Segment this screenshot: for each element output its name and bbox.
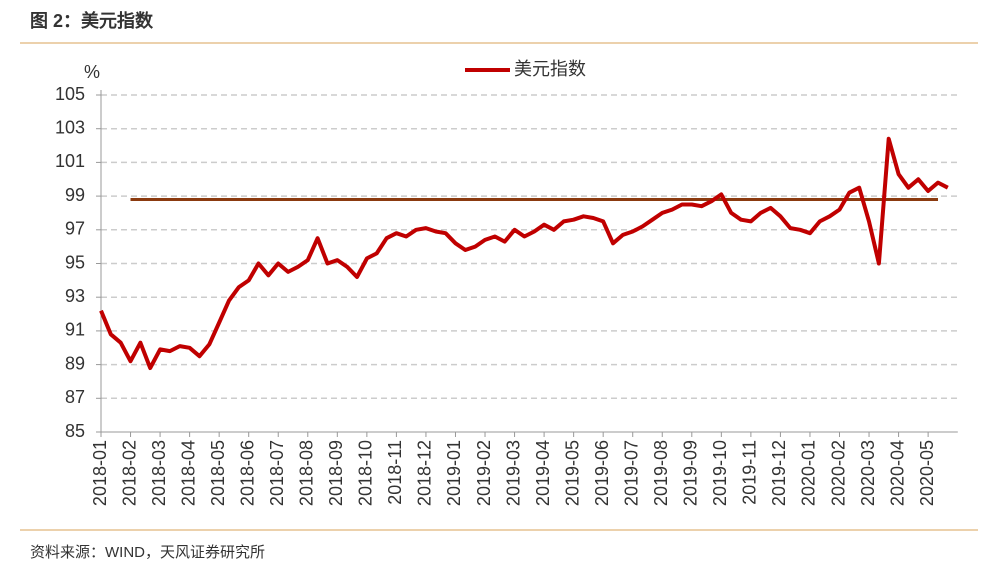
x-tick-label: 2020-03 [858, 440, 878, 506]
x-tick-label: 2018-06 [237, 440, 257, 506]
x-tick-label: 2020-04 [887, 440, 907, 506]
y-tick-label: 95 [65, 252, 85, 272]
x-tick-label: 2018-12 [415, 440, 435, 506]
x-tick-label: 2019-11 [740, 440, 760, 505]
x-tick-label: 2018-07 [267, 440, 287, 506]
x-tick-label: 2019-10 [710, 440, 730, 506]
y-tick-label: 85 [65, 421, 85, 441]
data-line [99, 136, 949, 370]
x-tick-label: 2018-03 [149, 440, 169, 506]
y-tick-label: 93 [65, 286, 85, 306]
y-tick-label: 87 [65, 387, 85, 407]
x-tick-label: 2018-08 [297, 440, 317, 506]
x-tick-label: 2018-04 [178, 440, 198, 506]
y-tick-label: 105 [55, 84, 85, 104]
x-tick-label: 2020-05 [917, 440, 937, 506]
y-tick-label: 101 [55, 151, 85, 171]
x-tick-label: 2020-01 [799, 440, 819, 506]
x-tick-label: 2020-02 [828, 440, 848, 506]
x-tick-label: 2019-02 [474, 440, 494, 506]
x-tick-label: 2018-09 [326, 440, 346, 506]
x-tick-label: 2019-06 [592, 440, 612, 506]
x-tick-label: 2019-03 [503, 440, 523, 506]
x-tick-label: 2019-12 [769, 440, 789, 506]
x-tick-label: 2018-11 [385, 440, 405, 505]
x-tick-label: 2018-05 [208, 440, 228, 506]
y-tick-label: 89 [65, 353, 85, 373]
y-tick-label: 97 [65, 219, 85, 239]
y-tick-label: 103 [55, 117, 85, 137]
x-tick-label: 2019-04 [533, 440, 553, 506]
x-tick-label: 2018-02 [119, 440, 139, 506]
x-tick-label: 2019-09 [681, 440, 701, 506]
x-tick-label: 2018-10 [356, 440, 376, 506]
y-tick-label: 91 [65, 320, 85, 340]
legend-label: 美元指数 [514, 59, 586, 79]
x-tick-label: 2019-01 [444, 440, 464, 506]
y-unit: % [84, 62, 100, 82]
x-tick-label: 2019-07 [621, 440, 641, 506]
source: 资料来源：WIND，天风证券研究所 [30, 544, 265, 561]
y-tick-label: 99 [65, 185, 85, 205]
x-tick-label: 2018-01 [90, 440, 110, 506]
x-tick-label: 2019-05 [562, 440, 582, 506]
title: 图 2：美元指数 [30, 10, 154, 31]
x-tick-label: 2019-08 [651, 440, 671, 506]
